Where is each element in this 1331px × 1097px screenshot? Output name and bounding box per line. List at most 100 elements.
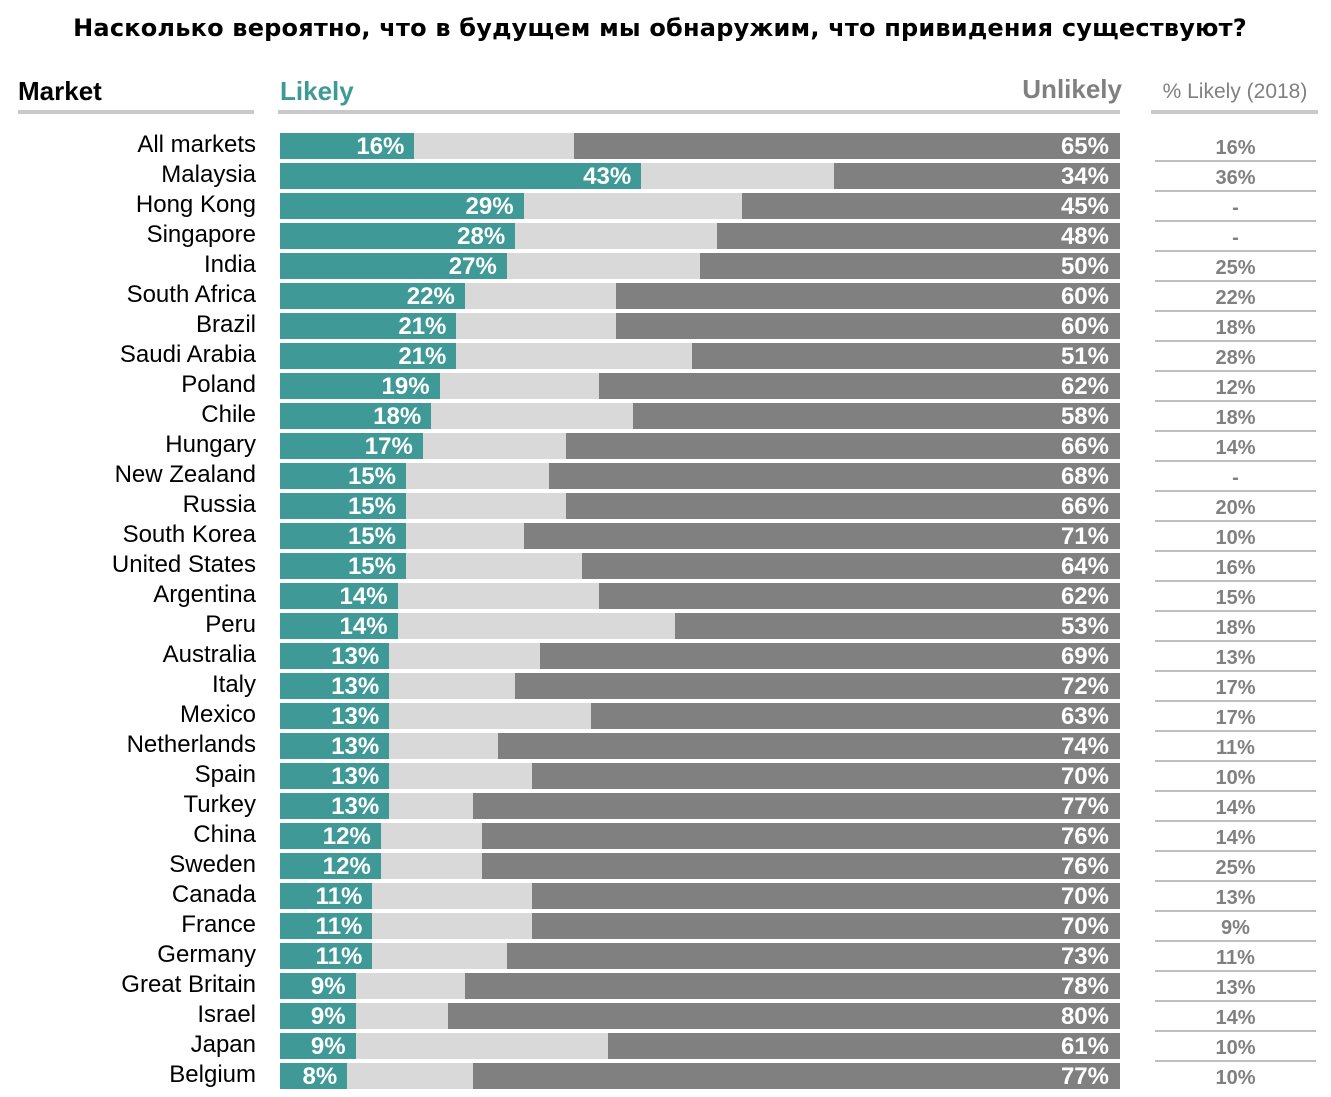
likely-value-label: 19% xyxy=(381,373,430,400)
chart-row: Poland 19% 62% 12% xyxy=(0,371,1331,402)
likely-bar-segment: 8% xyxy=(280,1063,348,1090)
likely-2018-value: 10% xyxy=(1215,1037,1256,1059)
likely-2018-value: 20% xyxy=(1215,497,1256,519)
previous-row-divider xyxy=(1155,910,1316,912)
likely-bar-segment: 14% xyxy=(280,583,398,610)
unlikely-bar-segment: 45% xyxy=(742,193,1120,220)
previous-row-divider xyxy=(1155,700,1316,702)
previous-row-divider xyxy=(1155,880,1316,882)
likely-2018-value: 16% xyxy=(1215,137,1256,159)
stacked-bar: 29% 45% xyxy=(280,193,1120,220)
stacked-bar: 13% 63% xyxy=(280,703,1120,730)
unlikely-bar-segment: 77% xyxy=(473,1063,1120,1090)
previous-row-divider xyxy=(1155,460,1316,462)
unlikely-value-label: 77% xyxy=(1060,793,1109,820)
likely-2018-value: 10% xyxy=(1215,1067,1256,1089)
stacked-bar: 22% 60% xyxy=(280,283,1120,310)
unlikely-value-label: 72% xyxy=(1060,673,1109,700)
unlikely-value-label: 60% xyxy=(1060,313,1109,340)
unlikely-value-label: 48% xyxy=(1060,223,1109,250)
previous-row-divider xyxy=(1155,940,1316,942)
likely-value-label: 13% xyxy=(331,643,380,670)
unlikely-value-label: 69% xyxy=(1060,643,1109,670)
chart-row: Malaysia 43% 34% 36% xyxy=(0,161,1331,192)
market-label: Singapore xyxy=(146,221,256,248)
unlikely-value-label: 53% xyxy=(1060,613,1109,640)
market-label: Israel xyxy=(197,1001,256,1028)
stacked-bar: 13% 74% xyxy=(280,733,1120,760)
likely-2018-value: 18% xyxy=(1215,407,1256,429)
previous-row-divider xyxy=(1155,160,1316,162)
chart-row: Japan 9% 61% 10% xyxy=(0,1031,1331,1062)
likely-2018-value: 17% xyxy=(1215,707,1256,729)
stacked-bar: 19% 62% xyxy=(280,373,1120,400)
market-label: India xyxy=(203,251,256,278)
unlikely-value-label: 64% xyxy=(1060,553,1109,580)
likely-bar-segment: 21% xyxy=(280,313,457,340)
likely-2018-value: 13% xyxy=(1215,887,1256,909)
likely-value-label: 28% xyxy=(457,223,506,250)
likely-value-label: 27% xyxy=(448,253,497,280)
likely-bar-segment: 13% xyxy=(280,643,390,670)
stacked-bar: 21% 51% xyxy=(280,343,1120,370)
likely-2018-value: 25% xyxy=(1215,257,1256,279)
likely-bar-segment: 11% xyxy=(280,883,373,910)
likely-value-label: 9% xyxy=(310,973,346,1000)
likely-value-label: 9% xyxy=(310,1003,346,1030)
unlikely-value-label: 70% xyxy=(1060,913,1109,940)
likely-value-label: 9% xyxy=(310,1033,346,1060)
stacked-bar: 15% 68% xyxy=(280,463,1120,490)
unlikely-bar-segment: 70% xyxy=(532,883,1120,910)
stacked-bar: 9% 78% xyxy=(280,973,1120,1000)
likely-bar-segment: 13% xyxy=(280,673,390,700)
likely-bar-segment: 43% xyxy=(280,163,642,190)
unlikely-bar-segment: 77% xyxy=(473,793,1120,820)
likely-bar-segment: 21% xyxy=(280,343,457,370)
unlikely-bar-segment: 70% xyxy=(532,763,1120,790)
unlikely-value-label: 70% xyxy=(1060,763,1109,790)
unlikely-bar-segment: 53% xyxy=(674,613,1120,640)
likely-value-label: 13% xyxy=(331,733,380,760)
likely-bar-segment: 11% xyxy=(280,913,373,940)
stacked-bar: 27% 50% xyxy=(280,253,1120,280)
market-label: Chile xyxy=(201,401,256,428)
chart-row: Canada 11% 70% 13% xyxy=(0,881,1331,912)
previous-row-divider xyxy=(1155,370,1316,372)
unlikely-value-label: 70% xyxy=(1060,883,1109,910)
unlikely-value-label: 66% xyxy=(1060,433,1109,460)
likely-2018-value: - xyxy=(1232,227,1239,249)
stacked-bar: 13% 72% xyxy=(280,673,1120,700)
stacked-bar: 9% 80% xyxy=(280,1003,1120,1030)
likely-2018-value: 13% xyxy=(1215,977,1256,999)
likely-2018-value: 12% xyxy=(1215,377,1256,399)
unlikely-bar-segment: 80% xyxy=(448,1003,1120,1030)
chart-row: South Africa 22% 60% 22% xyxy=(0,281,1331,312)
market-label: Mexico xyxy=(179,701,256,728)
previous-row-divider xyxy=(1155,760,1316,762)
unlikely-value-label: 77% xyxy=(1060,1063,1109,1090)
market-label: Netherlands xyxy=(126,731,256,758)
likely-value-label: 17% xyxy=(364,433,413,460)
market-label: South Africa xyxy=(126,281,256,308)
likely-value-label: 8% xyxy=(302,1063,338,1090)
likely-2018-value: 18% xyxy=(1215,617,1256,639)
likely-2018-value: 10% xyxy=(1215,527,1256,549)
market-label: United States xyxy=(111,551,256,578)
likely-2018-value: 17% xyxy=(1215,677,1256,699)
previous-row-divider xyxy=(1155,550,1316,552)
unlikely-bar-segment: 70% xyxy=(532,913,1120,940)
unlikely-value-label: 73% xyxy=(1060,943,1109,970)
previous-row-divider xyxy=(1155,820,1316,822)
likely-bar-segment: 22% xyxy=(280,283,465,310)
likely-value-label: 11% xyxy=(315,943,363,970)
market-label: Japan xyxy=(190,1031,256,1058)
unlikely-bar-segment: 62% xyxy=(599,583,1120,610)
chart-row: Great Britain 9% 78% 13% xyxy=(0,971,1331,1002)
likely-2018-value: 25% xyxy=(1215,857,1256,879)
likely-2018-value: 10% xyxy=(1215,767,1256,789)
likely-value-label: 16% xyxy=(356,133,405,160)
unlikely-bar-segment: 51% xyxy=(691,343,1120,370)
likely-2018-value: 14% xyxy=(1215,1007,1256,1029)
likely-bar-segment: 13% xyxy=(280,793,390,820)
previous-row-divider xyxy=(1155,670,1316,672)
